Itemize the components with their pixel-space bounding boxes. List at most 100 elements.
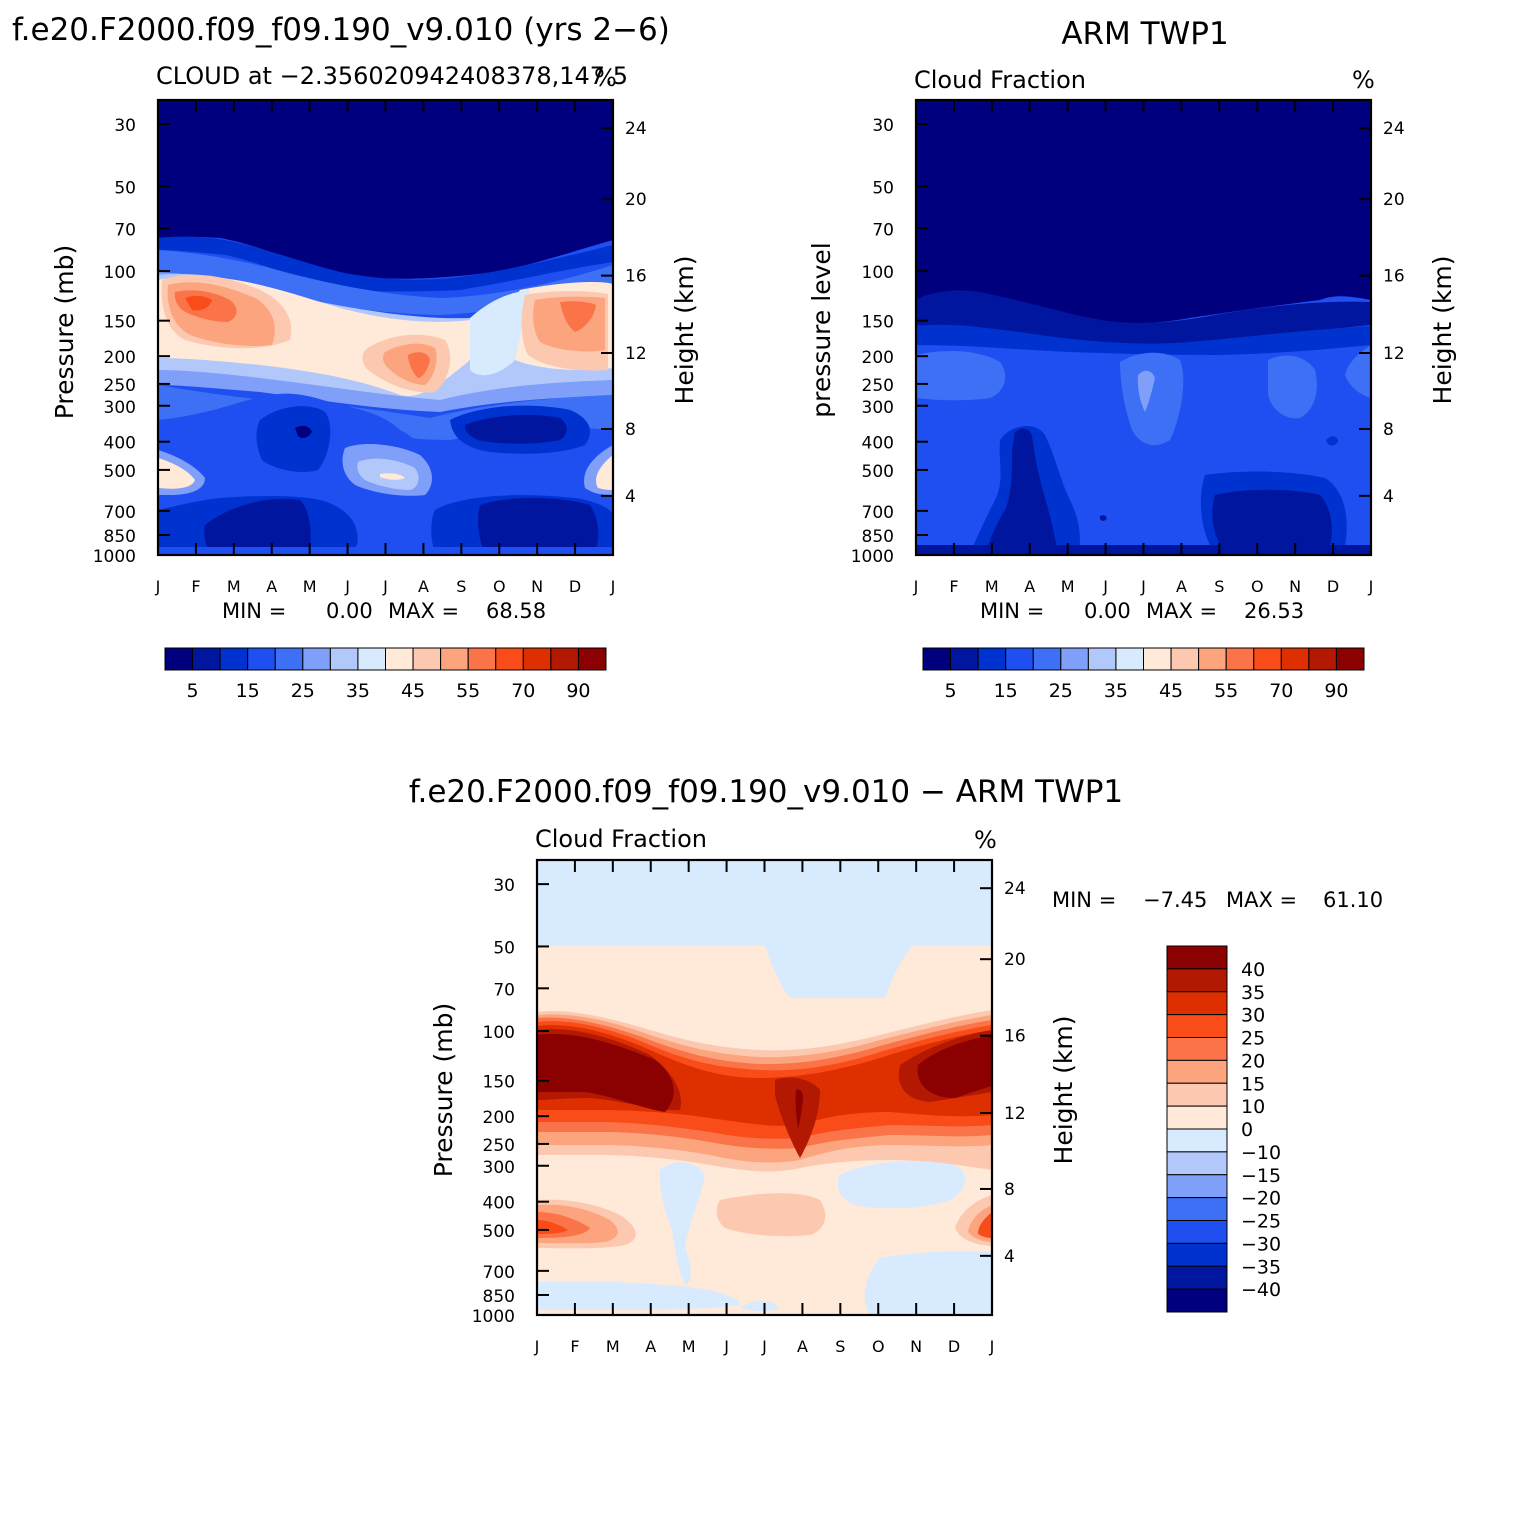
colorbar-box bbox=[950, 647, 979, 671]
y-tick-label: 200 bbox=[862, 348, 894, 368]
colorbar-box bbox=[495, 647, 524, 671]
colorbar-label: 35 bbox=[1241, 982, 1265, 1004]
y-tick-label: 30 bbox=[493, 876, 515, 896]
colorbar-box bbox=[1166, 1151, 1228, 1176]
y-tick-label: 500 bbox=[483, 1222, 515, 1242]
x-tick-label: D bbox=[948, 1337, 960, 1356]
y-right-tick-label: 8 bbox=[1004, 1180, 1015, 1200]
y-tick-label: 1000 bbox=[472, 1307, 515, 1327]
colorbar-label: −30 bbox=[1241, 1233, 1281, 1255]
y-tick-label: 100 bbox=[104, 263, 136, 283]
y-tick-label: 200 bbox=[104, 348, 136, 368]
colorbar-box bbox=[1166, 1014, 1228, 1038]
x-tick-label: A bbox=[266, 577, 277, 596]
colorbar-label: −20 bbox=[1241, 1188, 1281, 1210]
colorbar-label: −10 bbox=[1241, 1142, 1281, 1164]
x-tick-label: O bbox=[493, 577, 506, 596]
colorbar-box bbox=[1166, 945, 1228, 970]
y-right-tick-label: 24 bbox=[625, 119, 647, 139]
x-tick-label: A bbox=[645, 1337, 656, 1356]
colorbar-box bbox=[977, 647, 1007, 671]
x-tick-label: J bbox=[610, 577, 616, 596]
x-tick-label: J bbox=[382, 577, 388, 596]
x-tick-label: J bbox=[913, 577, 919, 596]
y-tick-label: 700 bbox=[862, 503, 894, 523]
y-tick-label: 300 bbox=[862, 398, 894, 418]
colorbar-box bbox=[1225, 647, 1255, 671]
y-tick-label: 850 bbox=[862, 527, 894, 547]
panel-diff-title: f.e20.F2000.f09_f09.190_v9.010 − ARM TWP… bbox=[409, 774, 1123, 810]
y-tick-label: 700 bbox=[483, 1263, 515, 1283]
x-tick-label: M bbox=[303, 577, 317, 596]
x-tick-label: D bbox=[1327, 577, 1339, 596]
panel-model-stats: MIN = 0.00 MAX = 68.58 bbox=[222, 599, 546, 623]
y-right-tick-label: 12 bbox=[1383, 344, 1405, 364]
x-tick-label: M bbox=[1061, 577, 1075, 596]
colorbar-box bbox=[1166, 968, 1228, 993]
x-tick-label: M bbox=[606, 1337, 620, 1356]
y-right-tick-label: 24 bbox=[1383, 119, 1405, 139]
colorbar-label: 15 bbox=[236, 680, 260, 702]
colorbar-label: 70 bbox=[511, 680, 535, 702]
panel-model-subtitle-right: % bbox=[594, 64, 617, 92]
panel-model-subtitle-left: CLOUD at −2.356020942408378,147.5 bbox=[156, 62, 628, 90]
y-tick-label: 700 bbox=[104, 503, 136, 523]
colorbar-label: 40 bbox=[1241, 959, 1265, 981]
colorbar-label: 55 bbox=[1214, 680, 1238, 702]
colorbar-label: 90 bbox=[1324, 680, 1348, 702]
colorbar-box bbox=[1032, 647, 1062, 671]
colorbar-box bbox=[577, 647, 607, 671]
y-tick-label: 400 bbox=[862, 434, 894, 454]
x-tick-label: J bbox=[989, 1337, 995, 1356]
colorbar-box bbox=[1115, 647, 1144, 671]
x-tick-label: J bbox=[344, 577, 350, 596]
y-tick-label: 100 bbox=[862, 263, 894, 283]
y-tick-label: 1000 bbox=[851, 547, 894, 567]
panel-obs-ylabel-right: Height (km) bbox=[1428, 256, 1457, 405]
x-tick-label: N bbox=[1289, 577, 1301, 596]
colorbar-box bbox=[1308, 647, 1337, 671]
y-right-tick-label: 4 bbox=[1383, 487, 1394, 507]
colorbar-box bbox=[1143, 647, 1172, 671]
y-tick-label: 150 bbox=[862, 313, 894, 333]
y-right-tick-label: 16 bbox=[1383, 267, 1405, 287]
y-tick-label: 200 bbox=[483, 1108, 515, 1128]
y-right-tick-label: 8 bbox=[1383, 420, 1394, 440]
y-tick-label: 50 bbox=[114, 178, 136, 198]
x-tick-label: A bbox=[1176, 577, 1187, 596]
y-tick-label: 30 bbox=[872, 116, 894, 136]
colorbar-label: 5 bbox=[945, 680, 957, 702]
colorbar-box bbox=[922, 647, 952, 671]
colorbar-box bbox=[522, 647, 552, 671]
colorbar-box bbox=[1166, 1220, 1228, 1244]
y-tick-label: 300 bbox=[483, 1158, 515, 1178]
colorbar-box bbox=[219, 647, 249, 671]
panel-obs: ARM TWP1 Cloud Fraction % 30 50 70 100 150 20… bbox=[807, 16, 1457, 702]
y-tick-label: 500 bbox=[862, 462, 894, 482]
y-tick-label: 1000 bbox=[93, 547, 136, 567]
colorbar-label: 90 bbox=[566, 680, 590, 702]
x-tick-label: J bbox=[761, 1337, 767, 1356]
y-tick-label: 30 bbox=[114, 116, 136, 136]
colorbar-label: 0 bbox=[1241, 1119, 1253, 1141]
x-tick-label: F bbox=[191, 577, 200, 596]
panel-model-ylabel: Pressure (mb) bbox=[50, 245, 79, 419]
x-tick-label: J bbox=[723, 1337, 729, 1356]
y-tick-label: 50 bbox=[872, 178, 894, 198]
x-tick-label: A bbox=[418, 577, 429, 596]
panel-obs-contours bbox=[916, 100, 1371, 555]
colorbar-box bbox=[385, 647, 414, 671]
x-tick-label: M bbox=[227, 577, 241, 596]
colorbar-box bbox=[550, 647, 579, 671]
x-tick-label: O bbox=[1251, 577, 1264, 596]
y-right-tick-label: 16 bbox=[625, 267, 647, 287]
colorbar-box bbox=[412, 647, 442, 671]
y-right-tick-label: 20 bbox=[1383, 190, 1405, 210]
panel-obs-subtitle-left: Cloud Fraction bbox=[914, 66, 1086, 94]
colorbar-box bbox=[467, 647, 497, 671]
colorbar-box bbox=[1253, 647, 1282, 671]
colorbar-label: 10 bbox=[1241, 1096, 1265, 1118]
y-right-tick-label: 12 bbox=[1004, 1104, 1026, 1124]
